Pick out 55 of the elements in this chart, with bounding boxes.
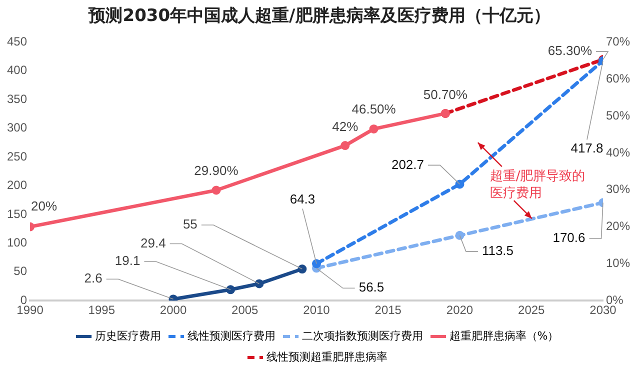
x-tick-label: 2020	[446, 303, 474, 318]
x-tick-label: 1995	[88, 303, 116, 318]
point	[226, 285, 236, 294]
x-tick-label: 2005	[232, 303, 259, 318]
y-tick-label: 150	[6, 206, 28, 221]
point	[212, 186, 221, 195]
y-tick-label: 200	[6, 178, 28, 192]
data-label: 202.7	[391, 156, 424, 172]
data-label: 417.8	[570, 140, 604, 156]
point	[455, 230, 464, 240]
y2-tick-label: 40%	[606, 145, 630, 160]
y2-tick-label: 50%	[606, 108, 630, 122]
data-label: 19.1	[114, 253, 140, 268]
x-tick-label: 2010	[303, 303, 330, 318]
y-tick-label: 100	[6, 235, 28, 250]
data-label: 20%	[31, 198, 58, 214]
y2-tick-label: 30%	[606, 182, 630, 196]
point	[254, 279, 264, 288]
data-label: 56.5	[358, 280, 384, 295]
y2-tick-label: 60%	[606, 71, 630, 86]
data-label: 42%	[332, 119, 359, 134]
point	[369, 124, 378, 134]
point	[312, 259, 321, 268]
data-label: 113.5	[482, 243, 514, 258]
point	[455, 180, 464, 189]
data-label: 65.30%	[548, 43, 592, 58]
legend-label: 二次项指数预测医疗费用	[302, 329, 423, 342]
y2-tick-label: 10%	[606, 256, 630, 270]
data-label: 64.3	[290, 191, 316, 206]
y2-tick-label: 20%	[606, 219, 630, 234]
y-tick-label: 250	[6, 149, 28, 164]
y-tick-label: 450	[6, 34, 28, 49]
legend-label: 线性预测超重肥胖患病率	[266, 350, 388, 364]
y-tick-label: 300	[6, 120, 28, 135]
legend-label: 线性预测医疗费用	[187, 329, 276, 342]
data-label: 50.70%	[423, 87, 468, 102]
data-label: 29.4	[140, 235, 166, 250]
x-tick-label: 2000	[160, 303, 187, 318]
y-tick-label: 400	[6, 63, 28, 78]
point	[340, 141, 350, 150]
point	[298, 264, 307, 274]
x-tick-label: 2015	[374, 303, 402, 318]
data-label: 170.6	[552, 230, 586, 246]
data-label: 46.50%	[352, 102, 396, 117]
y-tick-label: 50	[14, 264, 28, 278]
annotation: 超重/肥胖导致的医疗费用	[490, 168, 586, 201]
legend-label: 历史医疗费用	[94, 329, 161, 342]
y-tick-label: 350	[6, 92, 28, 106]
data-label: 55	[182, 216, 198, 232]
data-label: 29.90%	[194, 162, 239, 178]
y2-tick-label: 70%	[606, 34, 630, 49]
x-tick-label: 2025	[518, 303, 546, 318]
chart-title: 预测2030年中国成人超重/肥胖患病率及医疗费用（十亿元）	[87, 5, 552, 28]
data-label: 2.6	[84, 270, 102, 286]
legend-label: 超重肥胖患病率（%）	[449, 329, 559, 342]
